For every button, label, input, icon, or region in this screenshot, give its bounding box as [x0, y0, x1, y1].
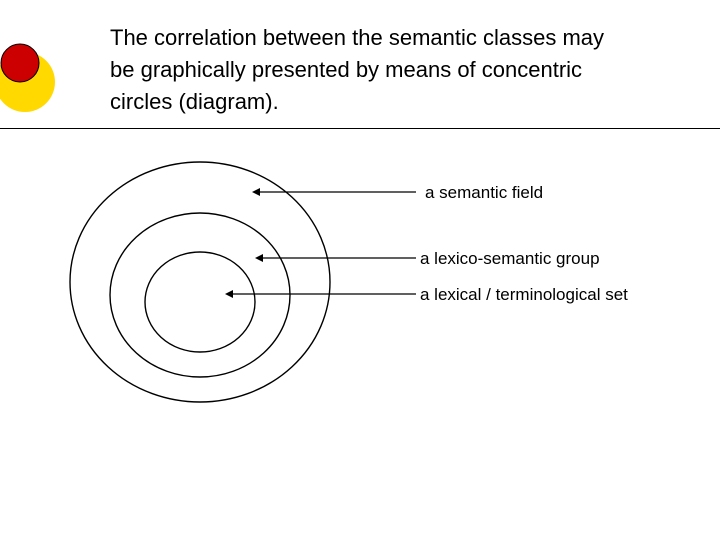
bullet-decoration: [0, 30, 80, 135]
diagram-label-0: a semantic field: [425, 183, 543, 203]
concentric-diagram: a semantic field a lexico-semantic group a…: [0, 150, 720, 490]
diagram-label-2: a lexical / terminological set: [420, 285, 628, 305]
slide-title: The correlation between the semantic cla…: [110, 22, 610, 118]
title-underline: [0, 128, 720, 129]
diagram-label-1: a lexico-semantic group: [420, 249, 600, 269]
